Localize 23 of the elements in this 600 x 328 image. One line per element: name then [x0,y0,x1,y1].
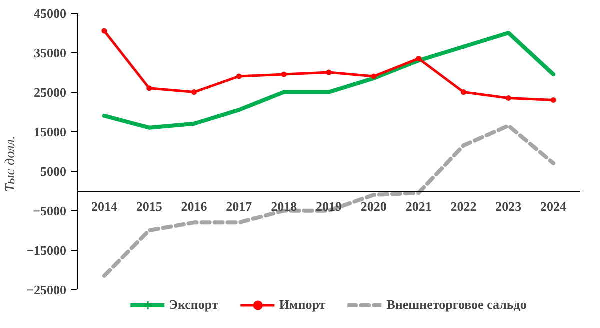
x-tick-label: 2018 [271,199,298,214]
y-axis-title: Тыс долл. [4,136,19,192]
legend-label: Экспорт [169,297,218,313]
x-tick-label: 2022 [450,199,477,214]
x-tick-label: 2019 [316,199,342,214]
x-tick-label: 2020 [360,199,387,214]
y-tick-label: 5000 [40,164,66,179]
x-tick-label: 2016 [181,199,208,214]
y-tick-label: 25000 [34,84,66,100]
y-tick-label: 35000 [34,45,66,60]
x-tick-label: 2014 [91,199,118,214]
y-tick-label: 15000 [34,124,66,140]
y-tick-label: −25000 [26,282,67,298]
x-tick-label: 2015 [136,199,163,214]
y-tick-label: −5000 [33,203,67,218]
legend-label: Импорт [279,297,326,313]
x-tick-label: 2024 [540,199,568,214]
x-tick-label: 2021 [406,199,432,214]
y-tick-label: 45000 [34,6,66,21]
x-tick-label: 2023 [496,199,522,214]
x-tick-label: 2017 [226,199,253,214]
y-tick-label: −15000 [26,242,67,258]
legend-label: Внешнеторговое сальдо [386,297,527,313]
